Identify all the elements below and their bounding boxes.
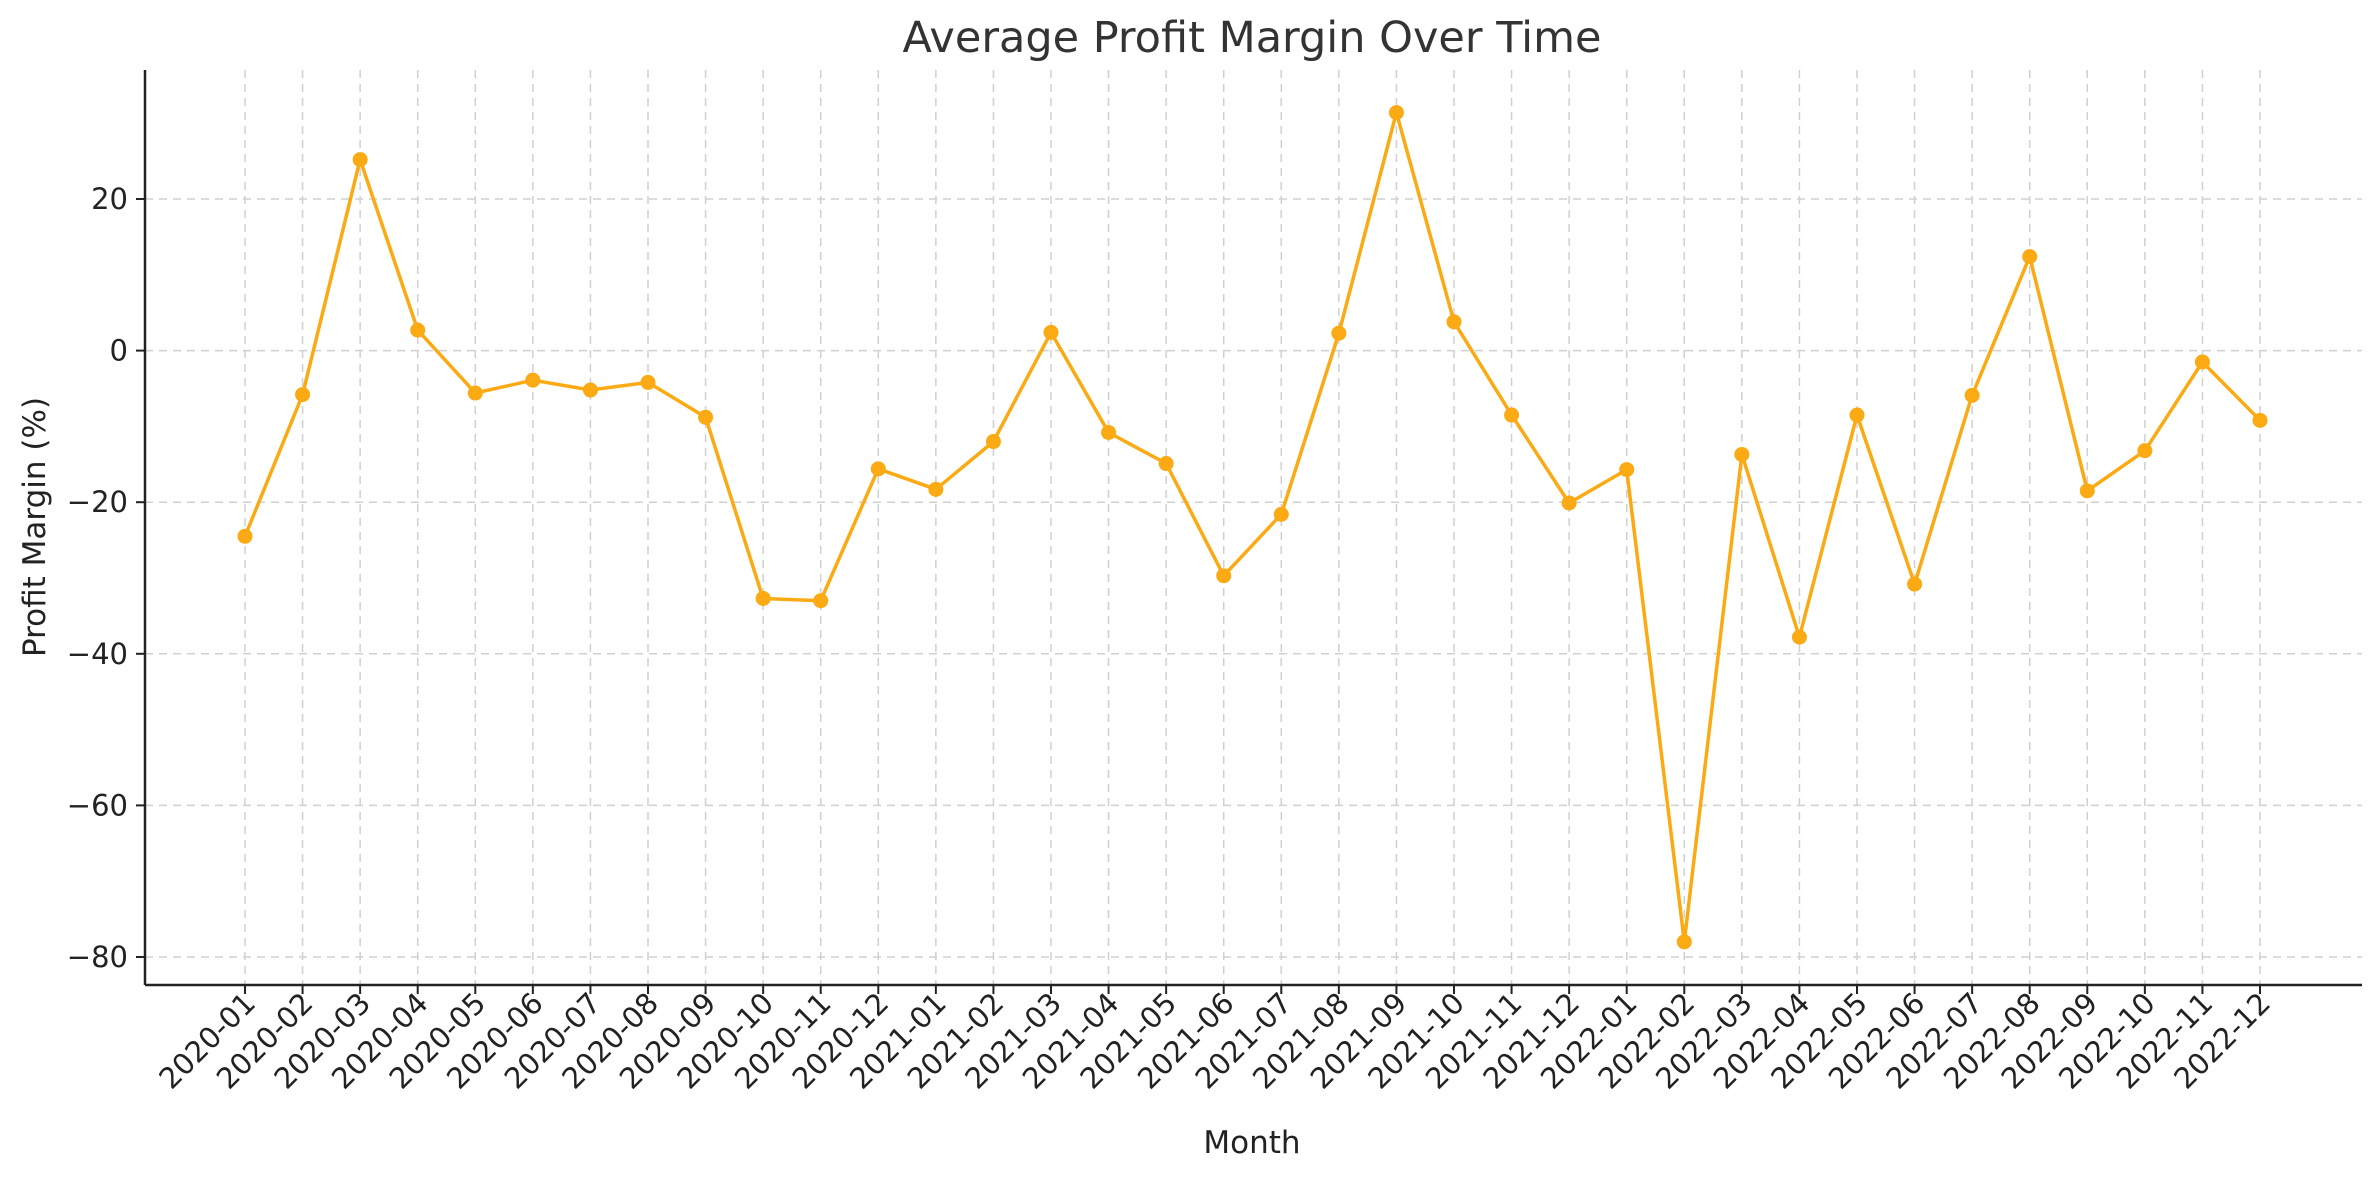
y-tick-label: −80 [67, 940, 128, 974]
data-point [2252, 412, 2268, 428]
data-point [467, 385, 483, 401]
data-point [1619, 462, 1635, 478]
data-point [2194, 354, 2210, 370]
data-point [410, 322, 426, 338]
data-point [1273, 506, 1289, 522]
y-ticks: 20 0 −20 −40 −60 −80 [67, 182, 145, 974]
data-point [1964, 387, 1980, 403]
data-point [985, 434, 1001, 450]
data-point [2137, 443, 2153, 459]
y-axis-label: Profit Margin (%) [17, 397, 53, 657]
data-point [1158, 456, 1174, 472]
data-point [1101, 424, 1117, 440]
data-point [755, 590, 771, 606]
data-point [525, 372, 541, 388]
data-point [1388, 105, 1404, 121]
data-point [237, 528, 253, 544]
series-line [243, 110, 2262, 944]
data-point [582, 382, 598, 398]
data-point [1043, 324, 1059, 340]
y-tick-label: −60 [67, 788, 128, 822]
data-point [295, 387, 311, 403]
data-point [1676, 934, 1692, 950]
chart-title: Average Profit Margin Over Time [903, 13, 1602, 63]
data-point [698, 409, 714, 425]
axes [143, 70, 2362, 987]
x-axis-label: Month [1203, 1125, 1300, 1161]
data-point [1734, 446, 1750, 462]
data-point [813, 593, 829, 609]
x-ticks: 2020-012020-022020-032020-042020-052020-… [152, 985, 2277, 1096]
data-point [1849, 407, 1865, 423]
data-point [640, 374, 656, 390]
data-point [2022, 249, 2038, 265]
y-tick-label: 20 [91, 182, 128, 216]
data-point [2079, 483, 2095, 499]
y-tick-label: −40 [67, 637, 128, 671]
data-point [1331, 325, 1347, 341]
data-point [1791, 629, 1807, 645]
data-point [352, 152, 368, 168]
grid [145, 70, 2362, 985]
data-point [1504, 407, 1520, 423]
data-point [1216, 568, 1232, 584]
y-tick-label: −20 [67, 485, 128, 519]
y-tick-label: 0 [110, 334, 128, 368]
data-point [1907, 576, 1923, 592]
data-point [928, 481, 944, 497]
data-point [1561, 495, 1577, 511]
series [237, 105, 2268, 950]
data-point [1446, 314, 1462, 330]
data-point [870, 461, 886, 477]
